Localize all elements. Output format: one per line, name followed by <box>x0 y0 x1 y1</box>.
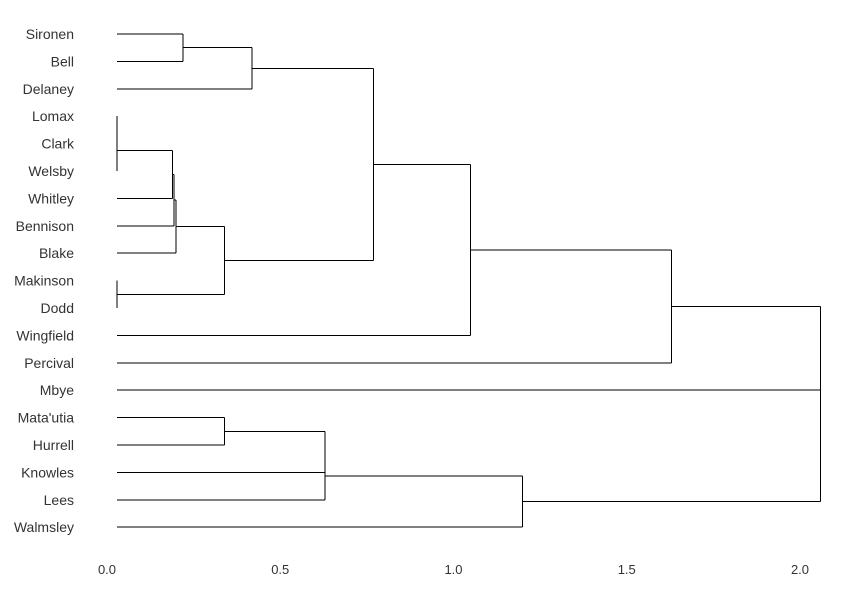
leaf-label: Whitley <box>28 190 74 206</box>
leaf-label: Clark <box>41 136 75 152</box>
leaf-label: Sironen <box>26 26 74 42</box>
leaf-label: Blake <box>39 245 74 261</box>
leaf-labels: Sironen Bell Delaney Lomax Clark Welsby Whitle… <box>14 26 75 535</box>
leaf-label: Percival <box>24 355 74 371</box>
x-tick-label: 1.0 <box>444 562 462 577</box>
leaf-label: Mbye <box>40 382 74 398</box>
leaf-label: Hurrell <box>33 437 74 453</box>
leaf-label: Dodd <box>41 300 74 316</box>
leaf-label: Lomax <box>32 108 74 124</box>
leaf-label: Wingfield <box>16 327 74 343</box>
leaf-label: Mata'utia <box>18 410 75 426</box>
leaf-label: Lees <box>44 492 74 508</box>
leaf-label: Bennison <box>16 218 74 234</box>
x-axis: 0.0 0.5 1.0 1.5 2.0 <box>98 562 809 577</box>
leaf-label: Walmsley <box>14 519 74 535</box>
x-tick-label: 1.5 <box>618 562 636 577</box>
leaf-label: Welsby <box>28 163 74 179</box>
x-tick-label: 0.0 <box>98 562 116 577</box>
leaf-label: Bell <box>51 53 74 69</box>
leaf-label: Delaney <box>23 81 74 97</box>
x-tick-label: 0.5 <box>271 562 289 577</box>
x-tick-label: 2.0 <box>791 562 809 577</box>
leaf-label: Knowles <box>21 464 74 480</box>
dendrogram-links <box>116 33 821 528</box>
leaf-label: Makinson <box>14 273 74 289</box>
